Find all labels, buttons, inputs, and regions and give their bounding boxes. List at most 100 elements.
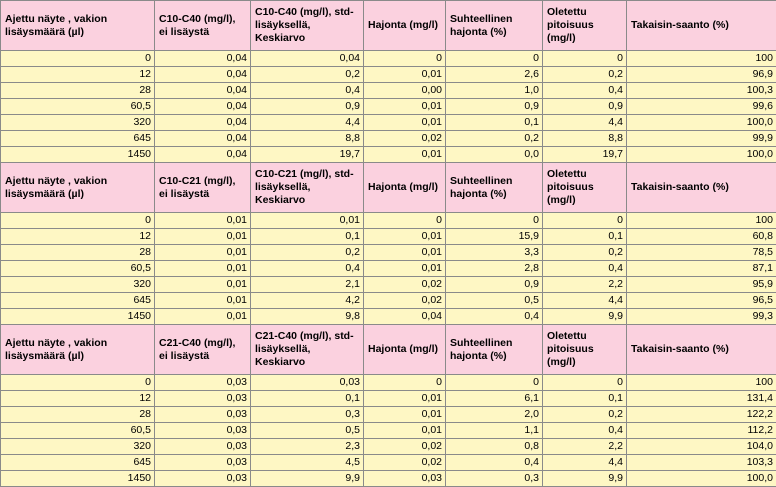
cell-std-dev[interactable]: 0,01 [364,391,446,407]
cell-recovery[interactable]: 95,9 [627,277,776,293]
cell-recovery[interactable]: 100 [627,375,776,391]
cell-expected-conc[interactable]: 0,1 [543,229,627,245]
cell-blank-conc[interactable]: 0,03 [155,423,251,439]
cell-sample-volume[interactable]: 28 [1,83,155,99]
cell-std-dev[interactable]: 0 [364,51,446,67]
cell-mean-conc[interactable]: 0,3 [251,407,364,423]
cell-recovery[interactable]: 100 [627,51,776,67]
cell-recovery[interactable]: 104,0 [627,439,776,455]
cell-expected-conc[interactable]: 0 [543,213,627,229]
cell-blank-conc[interactable]: 0,04 [155,99,251,115]
cell-sample-volume[interactable]: 1450 [1,309,155,325]
cell-blank-conc[interactable]: 0,01 [155,277,251,293]
cell-rel-std-dev[interactable]: 0,1 [446,115,543,131]
cell-sample-volume[interactable]: 645 [1,293,155,309]
header-recovery[interactable]: Takaisin-saanto (%) [627,163,776,213]
cell-rel-std-dev[interactable]: 0,2 [446,131,543,147]
cell-recovery[interactable]: 100,0 [627,115,776,131]
cell-sample-volume[interactable]: 645 [1,455,155,471]
cell-expected-conc[interactable]: 4,4 [543,455,627,471]
header-recovery[interactable]: Takaisin-saanto (%) [627,1,776,51]
cell-recovery[interactable]: 99,3 [627,309,776,325]
cell-std-dev[interactable]: 0,01 [364,115,446,131]
cell-expected-conc[interactable]: 2,2 [543,277,627,293]
cell-sample-volume[interactable]: 645 [1,131,155,147]
cell-recovery[interactable]: 87,1 [627,261,776,277]
cell-recovery[interactable]: 131,4 [627,391,776,407]
cell-expected-conc[interactable]: 0,4 [543,83,627,99]
cell-blank-conc[interactable]: 0,04 [155,147,251,163]
cell-std-dev[interactable]: 0,02 [364,131,446,147]
cell-recovery[interactable]: 103,3 [627,455,776,471]
cell-sample-volume[interactable]: 320 [1,115,155,131]
cell-recovery[interactable]: 100,3 [627,83,776,99]
cell-blank-conc[interactable]: 0,01 [155,261,251,277]
cell-rel-std-dev[interactable]: 3,3 [446,245,543,261]
header-sample-volume[interactable]: Ajettu näyte , vakion lisäysmäärä (µl) [1,163,155,213]
cell-blank-conc[interactable]: 0,03 [155,471,251,487]
cell-expected-conc[interactable]: 19,7 [543,147,627,163]
cell-blank-conc[interactable]: 0,01 [155,245,251,261]
header-mean-conc[interactable]: C21-C40 (mg/l), std-lisäyksellä, Keskiar… [251,325,364,375]
cell-std-dev[interactable]: 0,03 [364,471,446,487]
cell-recovery[interactable]: 96,5 [627,293,776,309]
cell-sample-volume[interactable]: 60,5 [1,423,155,439]
cell-sample-volume[interactable]: 320 [1,277,155,293]
cell-recovery[interactable]: 99,9 [627,131,776,147]
header-std-dev[interactable]: Hajonta (mg/l) [364,325,446,375]
cell-blank-conc[interactable]: 0,04 [155,67,251,83]
cell-sample-volume[interactable]: 1450 [1,471,155,487]
cell-mean-conc[interactable]: 0,9 [251,99,364,115]
cell-mean-conc[interactable]: 4,2 [251,293,364,309]
header-rel-std-dev[interactable]: Suhteellinen hajonta (%) [446,163,543,213]
cell-rel-std-dev[interactable]: 0,4 [446,455,543,471]
header-recovery[interactable]: Takaisin-saanto (%) [627,325,776,375]
cell-blank-conc[interactable]: 0,01 [155,293,251,309]
cell-rel-std-dev[interactable]: 0,5 [446,293,543,309]
cell-rel-std-dev[interactable]: 0,0 [446,147,543,163]
cell-sample-volume[interactable]: 28 [1,407,155,423]
cell-sample-volume[interactable]: 28 [1,245,155,261]
cell-recovery[interactable]: 122,2 [627,407,776,423]
cell-std-dev[interactable]: 0,01 [364,147,446,163]
cell-recovery[interactable]: 99,6 [627,99,776,115]
cell-recovery[interactable]: 112,2 [627,423,776,439]
cell-expected-conc[interactable]: 0,1 [543,391,627,407]
cell-sample-volume[interactable]: 320 [1,439,155,455]
cell-sample-volume[interactable]: 12 [1,229,155,245]
header-rel-std-dev[interactable]: Suhteellinen hajonta (%) [446,325,543,375]
header-mean-conc[interactable]: C10-C40 (mg/l), std-lisäyksellä, Keskiar… [251,1,364,51]
header-std-dev[interactable]: Hajonta (mg/l) [364,163,446,213]
cell-expected-conc[interactable]: 9,9 [543,309,627,325]
cell-rel-std-dev[interactable]: 2,8 [446,261,543,277]
cell-sample-volume[interactable]: 12 [1,391,155,407]
cell-mean-conc[interactable]: 0,2 [251,67,364,83]
cell-recovery[interactable]: 60,8 [627,229,776,245]
header-blank-conc[interactable]: C10-C40 (mg/l), ei lisäystä [155,1,251,51]
header-rel-std-dev[interactable]: Suhteellinen hajonta (%) [446,1,543,51]
cell-recovery[interactable]: 100,0 [627,147,776,163]
cell-rel-std-dev[interactable]: 0,4 [446,309,543,325]
cell-expected-conc[interactable]: 9,9 [543,471,627,487]
cell-expected-conc[interactable]: 4,4 [543,115,627,131]
cell-std-dev[interactable]: 0 [364,213,446,229]
cell-rel-std-dev[interactable]: 2,0 [446,407,543,423]
cell-mean-conc[interactable]: 0,4 [251,261,364,277]
cell-rel-std-dev[interactable]: 1,0 [446,83,543,99]
cell-blank-conc[interactable]: 0,04 [155,131,251,147]
cell-mean-conc[interactable]: 0,5 [251,423,364,439]
cell-std-dev[interactable]: 0 [364,375,446,391]
header-blank-conc[interactable]: C10-C21 (mg/l), ei lisäystä [155,163,251,213]
header-expected-conc[interactable]: Oletettu pitoisuus (mg/l) [543,1,627,51]
cell-mean-conc[interactable]: 2,3 [251,439,364,455]
cell-sample-volume[interactable]: 60,5 [1,99,155,115]
header-blank-conc[interactable]: C21-C40 (mg/l), ei lisäystä [155,325,251,375]
cell-rel-std-dev[interactable]: 0,8 [446,439,543,455]
cell-std-dev[interactable]: 0,01 [364,423,446,439]
cell-std-dev[interactable]: 0,01 [364,67,446,83]
cell-std-dev[interactable]: 0,01 [364,99,446,115]
cell-mean-conc[interactable]: 0,1 [251,391,364,407]
cell-blank-conc[interactable]: 0,01 [155,213,251,229]
cell-std-dev[interactable]: 0,02 [364,455,446,471]
header-expected-conc[interactable]: Oletettu pitoisuus (mg/l) [543,325,627,375]
